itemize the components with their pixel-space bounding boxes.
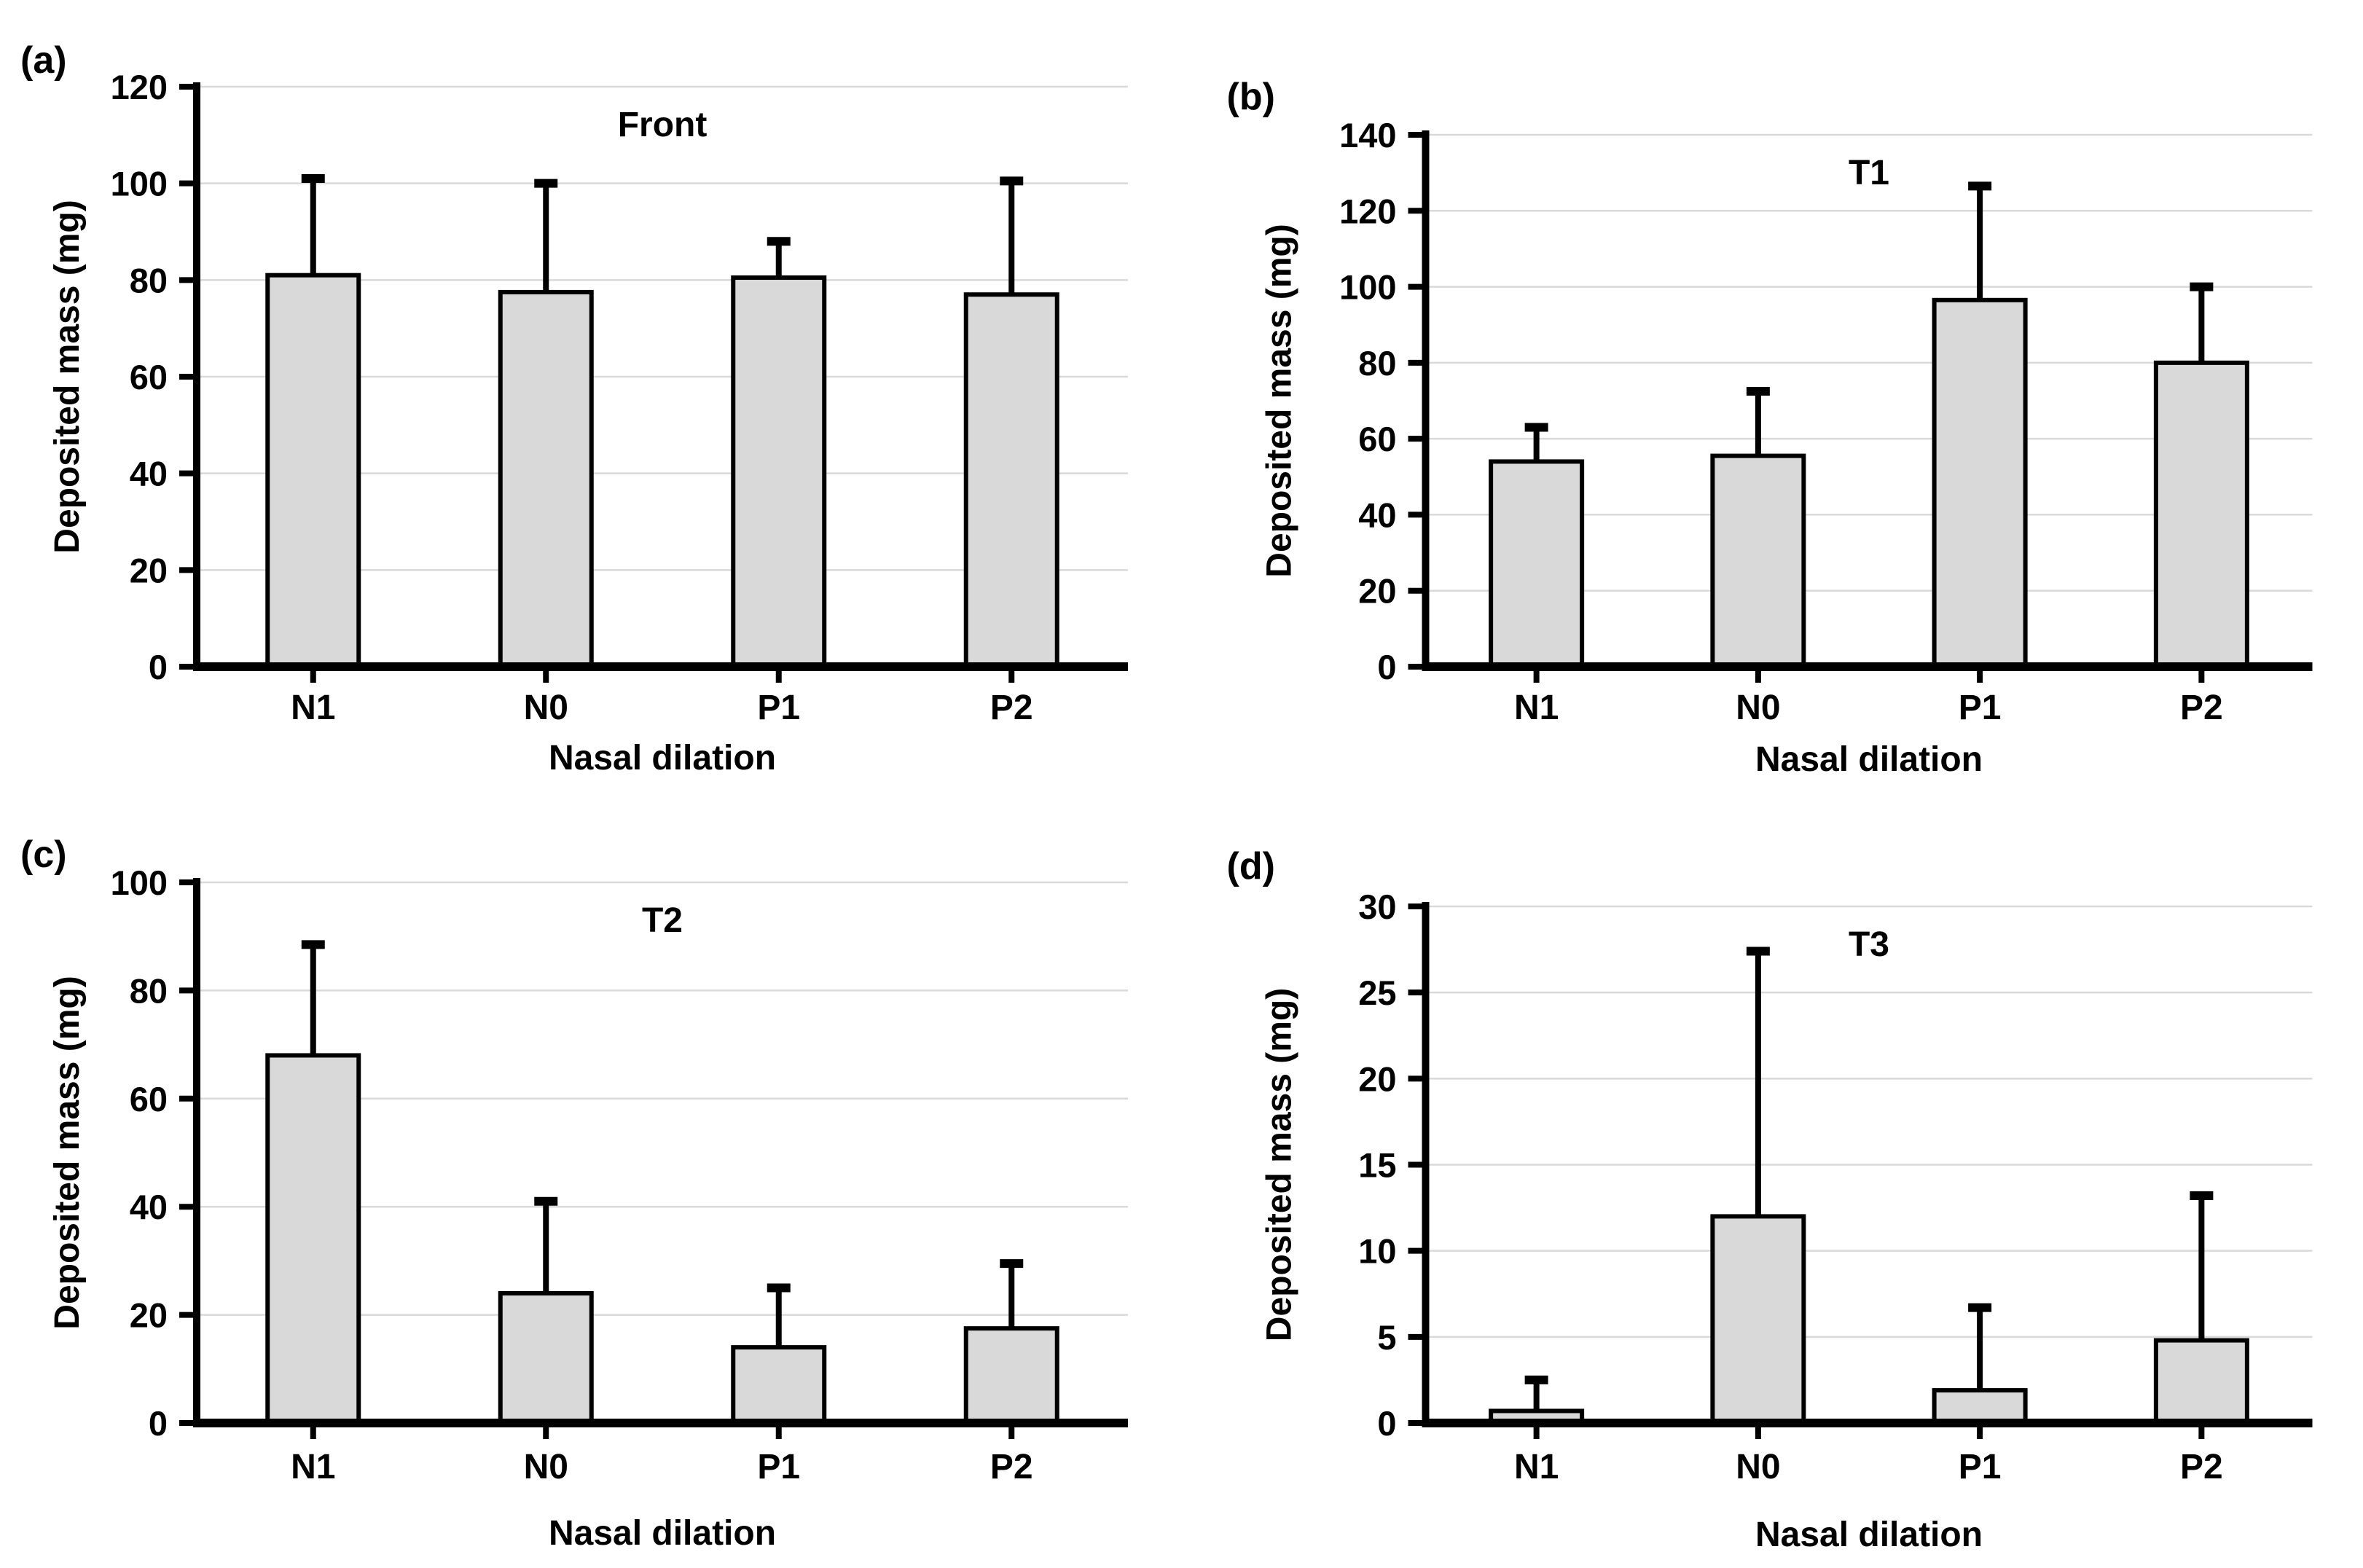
y-tick-label: 40 — [1358, 495, 1396, 534]
bar-chart-t2: 0 20 40 60 80 100 N1 N0 P1 P2 T2 (c) Deposited mass … — [20, 834, 1128, 1553]
bar-p2 — [963, 292, 1059, 669]
y-tick-label: 0 — [1377, 648, 1396, 686]
x-category-label: P2 — [2180, 1448, 2223, 1486]
bar-p2 — [2153, 360, 2249, 669]
y-tick-label: 30 — [1358, 887, 1396, 926]
x-category-label: P1 — [757, 689, 800, 727]
y-tick-label: 100 — [111, 165, 168, 203]
y-axis-title: Deposited mass (mg) — [48, 976, 87, 1329]
y-tick-label: 60 — [130, 1080, 168, 1118]
bar-n0 — [1710, 453, 1806, 669]
panel-label: (c) — [20, 834, 67, 876]
y-tick-label: 140 — [1339, 116, 1396, 154]
x-category-label: N0 — [524, 689, 568, 727]
panel-t1: 0 20 40 60 80 100 120 140 N1 N0 P1 P2 T1 (b) Deposited… — [1180, 0, 2363, 784]
bar-n1 — [1489, 459, 1585, 670]
x-category-label: N1 — [291, 1448, 335, 1486]
chart-title: T1 — [1849, 154, 1889, 192]
y-tick-label: 80 — [1358, 344, 1396, 383]
bar-p1 — [731, 275, 827, 669]
bar-p1 — [1932, 1388, 2028, 1426]
bar-p2 — [963, 1326, 1059, 1426]
bar-n0 — [498, 1290, 594, 1425]
y-tick-label: 20 — [1358, 572, 1396, 611]
bar-chart-t1: 0 20 40 60 80 100 120 140 N1 N0 P1 P2 T1 (b) Deposited… — [1227, 76, 2313, 779]
bar-n0 — [498, 289, 594, 669]
x-category-label: N0 — [524, 1448, 568, 1486]
y-tick-label: 20 — [130, 1296, 168, 1335]
x-axis-title: Nasal dilation — [549, 739, 776, 777]
y-tick-label: 60 — [1358, 420, 1396, 458]
y-tick-label: 60 — [130, 358, 168, 396]
y-tick-label: 40 — [130, 1188, 168, 1226]
y-tick-label: 25 — [1358, 973, 1396, 1012]
x-axis-title: Nasal dilation — [1755, 740, 1983, 779]
y-tick-label: 0 — [149, 1404, 168, 1443]
x-category-label: P1 — [1959, 1448, 2002, 1486]
chart-title: Front — [618, 106, 708, 144]
x-category-label: P1 — [757, 1448, 800, 1486]
bar-n1 — [265, 273, 361, 669]
y-tick-label: 0 — [1377, 1404, 1396, 1443]
panel-t2: 0 20 40 60 80 100 N1 N0 P1 P2 T2 (c) Deposited mass … — [0, 784, 1180, 1568]
y-tick-label: 40 — [130, 455, 168, 493]
bar-chart-t3: 0 5 10 15 20 25 30 N1 N0 P1 P2 T3 (d) Deposited mass … — [1227, 845, 2313, 1554]
x-category-label: N1 — [291, 689, 335, 727]
y-tick-label: 120 — [111, 68, 168, 106]
y-tick-label: 20 — [1358, 1059, 1396, 1098]
panel-label: (d) — [1227, 845, 1275, 887]
x-category-label: P2 — [2180, 689, 2223, 727]
x-category-label: P2 — [990, 689, 1033, 727]
x-category-label: N1 — [1514, 689, 1559, 727]
chart-title: T3 — [1849, 925, 1889, 964]
bar-chart-front: 0 20 40 60 80 100 120 N1 N0 P1 P2 Front (a) Deposited… — [20, 39, 1128, 777]
bar-p2 — [2153, 1338, 2249, 1425]
y-tick-label: 5 — [1377, 1318, 1396, 1357]
bar-n0 — [1710, 1214, 1806, 1426]
y-tick-label: 100 — [111, 863, 168, 902]
y-tick-label: 120 — [1339, 192, 1396, 230]
y-axis-title: Deposited mass (mg) — [1261, 988, 1299, 1341]
bar-p1 — [731, 1345, 827, 1425]
x-axis-title: Nasal dilation — [1755, 1516, 1983, 1554]
x-category-label: N0 — [1736, 689, 1780, 727]
x-category-label: P1 — [1959, 689, 2002, 727]
y-tick-label: 20 — [130, 551, 168, 589]
x-category-label: P2 — [990, 1448, 1033, 1486]
x-axis-title: Nasal dilation — [549, 1514, 776, 1553]
y-tick-label: 80 — [130, 261, 168, 299]
bar-n1 — [265, 1053, 361, 1425]
y-tick-label: 0 — [149, 648, 168, 686]
panel-t3: 0 5 10 15 20 25 30 N1 N0 P1 P2 T3 (d) Deposited mass … — [1180, 784, 2363, 1568]
x-category-label: N0 — [1736, 1448, 1780, 1486]
chart-title: T2 — [642, 901, 683, 940]
y-axis-title: Deposited mass (mg) — [1261, 224, 1299, 577]
bar-p1 — [1932, 297, 2028, 669]
y-tick-label: 100 — [1339, 268, 1396, 307]
y-axis-title: Deposited mass (mg) — [48, 200, 87, 553]
panel-label: (a) — [20, 39, 67, 82]
y-tick-label: 80 — [130, 971, 168, 1010]
y-tick-label: 15 — [1358, 1146, 1396, 1185]
y-tick-label: 10 — [1358, 1232, 1396, 1271]
x-category-label: N1 — [1514, 1448, 1559, 1486]
panel-label: (b) — [1227, 76, 1275, 118]
panel-front: 0 20 40 60 80 100 120 N1 N0 P1 P2 Front (a) Deposited… — [0, 0, 1180, 784]
